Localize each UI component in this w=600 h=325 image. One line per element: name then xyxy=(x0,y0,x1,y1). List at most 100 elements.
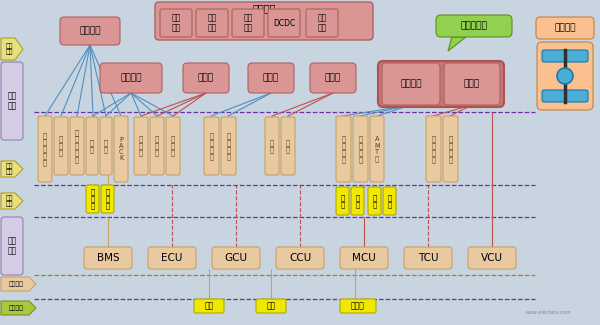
Text: 电驱动系统: 电驱动系统 xyxy=(461,21,487,31)
FancyBboxPatch shape xyxy=(248,63,294,93)
Text: 交
流
异
步: 交 流 异 步 xyxy=(227,132,230,160)
Text: 二级
模块: 二级 模块 xyxy=(5,163,13,175)
FancyBboxPatch shape xyxy=(60,17,120,45)
FancyBboxPatch shape xyxy=(84,247,132,269)
Polygon shape xyxy=(448,37,466,51)
FancyBboxPatch shape xyxy=(351,187,364,215)
Text: 高压
配电: 高压 配电 xyxy=(317,14,326,32)
FancyBboxPatch shape xyxy=(70,117,84,175)
FancyBboxPatch shape xyxy=(542,50,588,62)
FancyBboxPatch shape xyxy=(281,117,295,175)
Text: TCU: TCU xyxy=(418,253,438,263)
FancyBboxPatch shape xyxy=(542,90,588,102)
FancyBboxPatch shape xyxy=(353,116,368,182)
FancyBboxPatch shape xyxy=(101,185,114,213)
Text: 齿轮箱: 齿轮箱 xyxy=(464,80,480,88)
Text: 三级模块: 三级模块 xyxy=(8,305,23,311)
Text: 发动机: 发动机 xyxy=(198,73,214,83)
FancyBboxPatch shape xyxy=(404,247,452,269)
Text: 整车系统: 整车系统 xyxy=(554,23,576,32)
FancyBboxPatch shape xyxy=(378,61,504,107)
Text: 二级模块: 二级模块 xyxy=(8,281,23,287)
FancyBboxPatch shape xyxy=(204,117,219,175)
Text: 电动
转向: 电动 转向 xyxy=(208,14,217,32)
FancyBboxPatch shape xyxy=(340,299,376,313)
Text: 水
磁
同
步: 水 磁 同 步 xyxy=(341,136,346,162)
FancyBboxPatch shape xyxy=(86,117,98,175)
FancyBboxPatch shape xyxy=(256,299,286,313)
Text: 电动
空压: 电动 空压 xyxy=(244,14,253,32)
Text: 电动附件: 电动附件 xyxy=(252,3,276,13)
Text: 驱动电机: 驱动电机 xyxy=(400,80,422,88)
Text: 汽
油
机: 汽 油 机 xyxy=(155,136,159,156)
Text: 湿
式: 湿 式 xyxy=(270,139,274,153)
Text: 电
箱: 电 箱 xyxy=(104,139,108,153)
Circle shape xyxy=(557,68,573,84)
FancyBboxPatch shape xyxy=(148,247,196,269)
FancyBboxPatch shape xyxy=(183,63,229,93)
FancyBboxPatch shape xyxy=(100,63,162,93)
FancyBboxPatch shape xyxy=(166,117,180,175)
FancyBboxPatch shape xyxy=(194,299,224,313)
Text: 应用层: 应用层 xyxy=(351,302,365,310)
FancyBboxPatch shape xyxy=(196,9,228,37)
FancyBboxPatch shape xyxy=(336,187,349,215)
Text: 风
冷: 风 冷 xyxy=(373,194,377,208)
Text: 集
电
器: 集 电 器 xyxy=(59,136,63,156)
Text: 控制
系统: 控制 系统 xyxy=(7,237,17,255)
Text: 柴
油
机: 柴 油 机 xyxy=(171,136,175,156)
Text: VCU: VCU xyxy=(481,253,503,263)
Text: A
M
T
等: A M T 等 xyxy=(374,136,380,162)
Text: DCDC: DCDC xyxy=(273,19,295,28)
Text: 水
冷: 水 冷 xyxy=(388,194,392,208)
Polygon shape xyxy=(1,161,23,177)
Text: 一级
模块: 一级 模块 xyxy=(5,44,13,55)
FancyBboxPatch shape xyxy=(276,247,324,269)
Text: 功
率
型: 功 率 型 xyxy=(91,189,95,209)
Polygon shape xyxy=(1,38,23,60)
Text: 底层: 底层 xyxy=(266,302,275,310)
Text: 离合器: 离合器 xyxy=(325,73,341,83)
FancyBboxPatch shape xyxy=(310,63,356,93)
FancyBboxPatch shape xyxy=(340,247,388,269)
Text: 执行
系统: 执行 系统 xyxy=(7,92,17,110)
FancyBboxPatch shape xyxy=(336,116,351,182)
Text: 二级
模块: 二级 模块 xyxy=(5,195,13,207)
FancyBboxPatch shape xyxy=(221,117,236,175)
Text: BMS: BMS xyxy=(97,253,119,263)
FancyBboxPatch shape xyxy=(232,9,264,37)
FancyBboxPatch shape xyxy=(1,62,23,140)
FancyBboxPatch shape xyxy=(426,116,441,182)
FancyBboxPatch shape xyxy=(444,63,500,105)
FancyBboxPatch shape xyxy=(370,116,384,182)
FancyBboxPatch shape xyxy=(268,9,300,37)
Text: GCU: GCU xyxy=(224,253,248,263)
FancyBboxPatch shape xyxy=(212,247,260,269)
FancyBboxPatch shape xyxy=(134,117,148,175)
FancyBboxPatch shape xyxy=(86,185,99,213)
FancyBboxPatch shape xyxy=(265,117,279,175)
FancyBboxPatch shape xyxy=(443,116,458,182)
Text: 风
冷: 风 冷 xyxy=(340,194,344,208)
Text: 充电设备: 充电设备 xyxy=(79,27,101,35)
FancyBboxPatch shape xyxy=(54,117,68,175)
Text: 减
速
齿
轮: 减 速 齿 轮 xyxy=(431,136,436,162)
FancyBboxPatch shape xyxy=(160,9,192,37)
Text: 能
量
型: 能 量 型 xyxy=(106,189,110,209)
Text: CCU: CCU xyxy=(289,253,311,263)
Polygon shape xyxy=(1,301,36,315)
FancyBboxPatch shape xyxy=(468,247,516,269)
FancyBboxPatch shape xyxy=(100,117,112,175)
FancyBboxPatch shape xyxy=(383,187,396,215)
Text: 气
体
机: 气 体 机 xyxy=(139,136,143,156)
FancyBboxPatch shape xyxy=(150,117,164,175)
Text: 电动
空调: 电动 空调 xyxy=(172,14,181,32)
FancyBboxPatch shape xyxy=(1,217,23,275)
Polygon shape xyxy=(1,277,36,291)
Text: 交
流
异
步: 交 流 异 步 xyxy=(359,136,362,162)
Polygon shape xyxy=(1,193,23,209)
FancyBboxPatch shape xyxy=(382,63,440,105)
Text: www.elecfans.com: www.elecfans.com xyxy=(525,310,571,316)
FancyBboxPatch shape xyxy=(368,187,381,215)
Text: ECU: ECU xyxy=(161,253,182,263)
